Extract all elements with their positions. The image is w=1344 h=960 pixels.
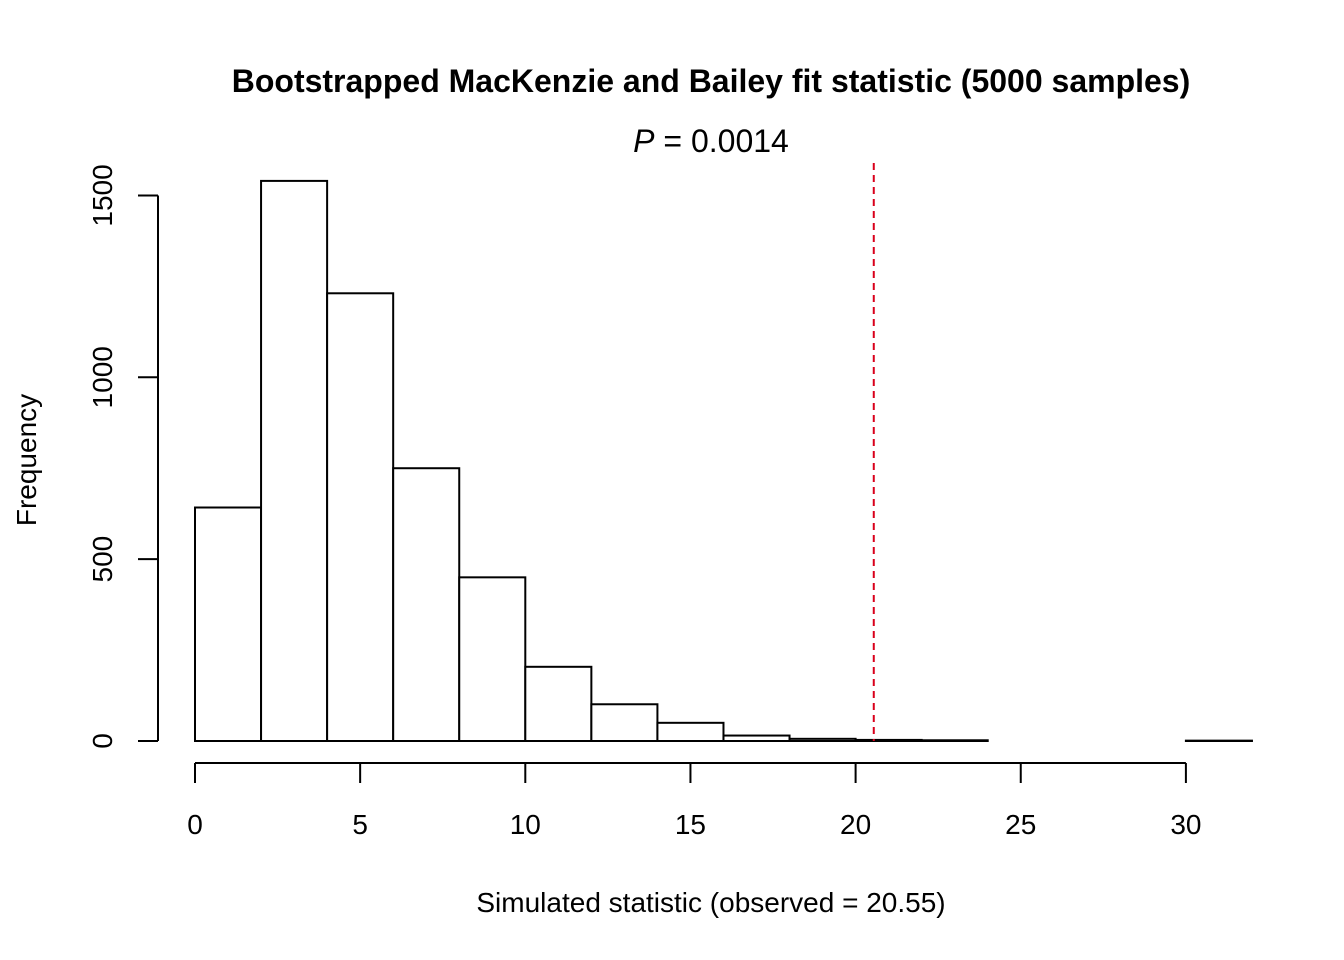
histogram-bar-11	[920, 739, 989, 742]
histogram-bar-2	[326, 292, 395, 742]
y-tick-label-1500: 1500	[87, 164, 118, 226]
x-tick-label-15: 15	[675, 809, 706, 840]
y-axis: 0 500 1000 1500	[87, 164, 159, 749]
histogram-bar-10	[854, 738, 923, 742]
histogram-bar-5	[524, 665, 593, 742]
p-symbol: P	[633, 123, 655, 159]
histogram-bar-1	[260, 179, 329, 743]
histogram-bar-4	[458, 576, 527, 743]
p-value: = 0.0014	[655, 123, 789, 159]
y-tick-label-1000: 1000	[87, 346, 118, 408]
x-axis-label: Simulated statistic (observed = 20.55)	[476, 887, 945, 918]
chart-title: Bootstrapped MacKenzie and Bailey fit st…	[232, 63, 1191, 99]
histogram-bar-8	[722, 734, 791, 742]
histogram-bars	[194, 179, 1253, 743]
histogram-bar-0	[194, 506, 263, 743]
x-tick-label-0: 0	[187, 809, 203, 840]
x-axis: 0 5 10 15 20 25 30	[187, 762, 1201, 840]
x-tick-label-5: 5	[352, 809, 368, 840]
x-tick-label-30: 30	[1170, 809, 1201, 840]
x-tick-label-25: 25	[1005, 809, 1036, 840]
chart-subtitle: P = 0.0014	[633, 123, 789, 159]
y-axis-label: Frequency	[11, 394, 42, 526]
y-tick-label-0: 0	[87, 733, 118, 749]
histogram-bar-3	[392, 467, 461, 742]
y-tick-label-500: 500	[87, 536, 118, 583]
histogram-bar-7	[656, 721, 725, 743]
x-tick-label-10: 10	[510, 809, 541, 840]
histogram-bar-9	[788, 737, 857, 743]
histogram-bar-6	[590, 703, 659, 742]
x-tick-label-20: 20	[840, 809, 871, 840]
